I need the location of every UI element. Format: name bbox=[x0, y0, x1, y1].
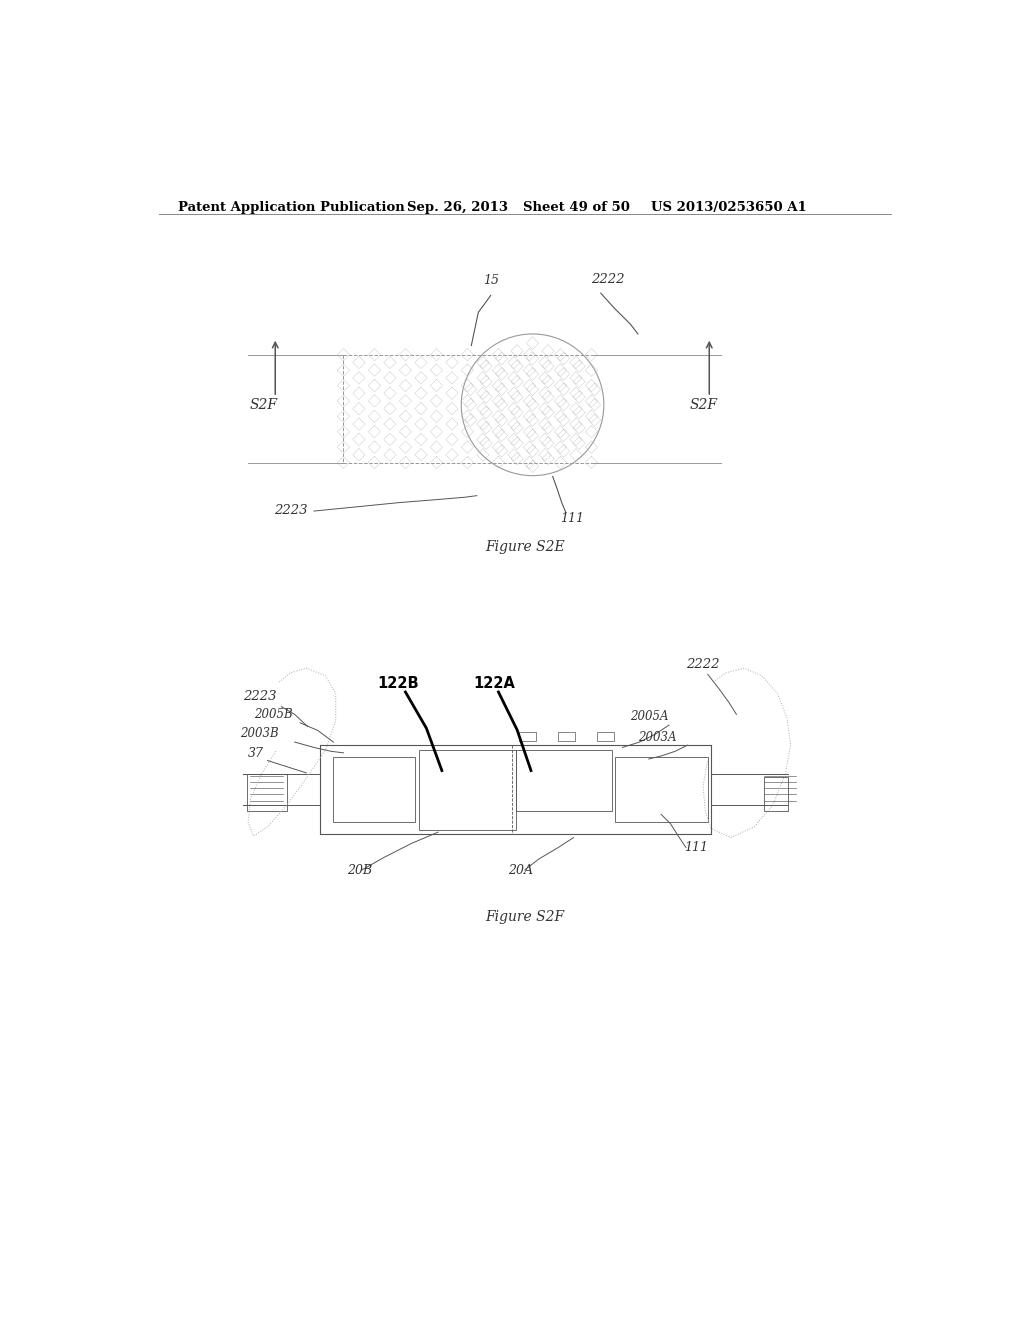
Text: 2222: 2222 bbox=[592, 273, 625, 286]
Text: 2222: 2222 bbox=[686, 659, 720, 671]
Bar bbox=[515, 750, 612, 812]
Bar bbox=[597, 733, 614, 742]
Text: S2F: S2F bbox=[689, 397, 717, 412]
Bar bbox=[247, 775, 287, 812]
Text: Sep. 26, 2013: Sep. 26, 2013 bbox=[407, 201, 508, 214]
Text: Patent Application Publication: Patent Application Publication bbox=[178, 201, 406, 214]
Text: S2F: S2F bbox=[250, 397, 278, 412]
Text: US 2013/0253650 A1: US 2013/0253650 A1 bbox=[651, 201, 807, 214]
Text: 122B: 122B bbox=[377, 676, 419, 692]
Text: Figure S2F: Figure S2F bbox=[485, 909, 564, 924]
Text: 2223: 2223 bbox=[243, 690, 276, 702]
Text: 111: 111 bbox=[560, 512, 585, 525]
Text: 2003B: 2003B bbox=[241, 727, 279, 741]
Text: Sheet 49 of 50: Sheet 49 of 50 bbox=[523, 201, 630, 214]
Text: Figure S2E: Figure S2E bbox=[485, 540, 564, 554]
Text: 2005A: 2005A bbox=[630, 710, 669, 723]
Text: 20A: 20A bbox=[508, 865, 532, 878]
Text: 2005B: 2005B bbox=[254, 709, 292, 721]
Bar bbox=[519, 733, 537, 742]
Text: 37: 37 bbox=[248, 747, 264, 760]
Text: 20B: 20B bbox=[346, 865, 372, 878]
Text: 2223: 2223 bbox=[273, 504, 307, 517]
Text: 111: 111 bbox=[684, 841, 709, 854]
Bar bbox=[764, 776, 788, 812]
Text: 2003A: 2003A bbox=[638, 731, 677, 744]
Bar bbox=[558, 733, 575, 742]
Text: 15: 15 bbox=[483, 275, 499, 286]
Bar bbox=[614, 758, 708, 822]
Bar bbox=[334, 758, 415, 822]
Text: 122A: 122A bbox=[473, 676, 515, 692]
Bar bbox=[419, 750, 515, 830]
